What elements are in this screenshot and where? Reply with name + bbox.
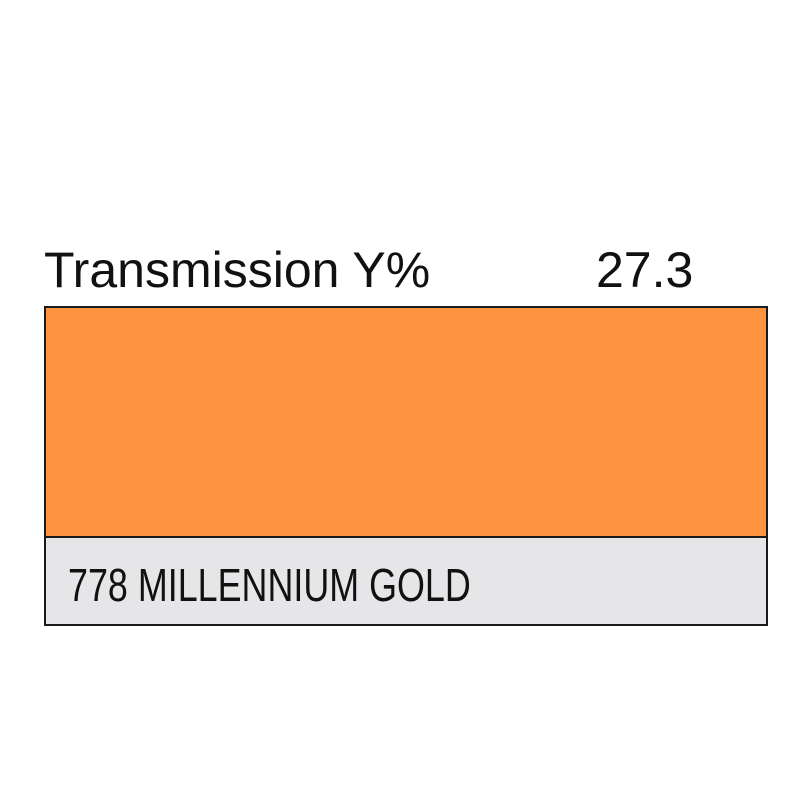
transmission-value: 27.3 — [596, 242, 694, 298]
color-swatch — [46, 308, 766, 538]
color-card: 778 MILLENNIUM GOLD — [44, 306, 768, 626]
transmission-label: Transmission Y% — [44, 242, 431, 298]
color-name: 778 MILLENNIUM GOLD — [68, 559, 471, 611]
